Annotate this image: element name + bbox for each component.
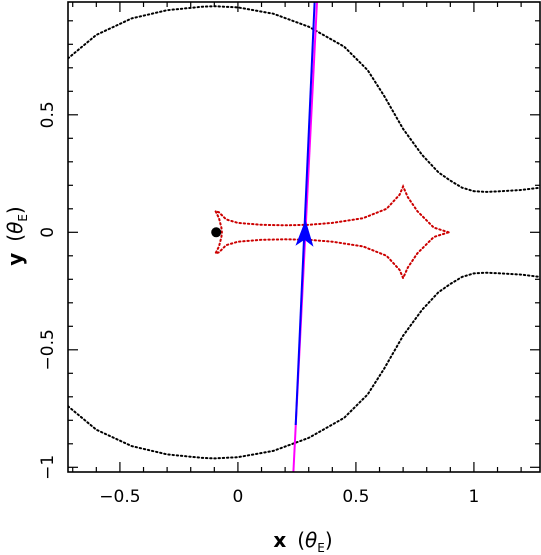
x-tick-label: 0.5 bbox=[342, 487, 369, 507]
x-tick-label: −0.5 bbox=[99, 487, 140, 507]
y-axis-label-unit: θ bbox=[3, 222, 27, 234]
plot-frame bbox=[67, 1, 541, 473]
x-tick-label: 1 bbox=[469, 487, 480, 507]
y-tick-label: −0.5 bbox=[38, 329, 58, 370]
y-tick-label: 0.5 bbox=[38, 101, 58, 128]
series-caustic-2 bbox=[213, 183, 450, 281]
marker-lens-point bbox=[211, 227, 222, 238]
y-axis-label: y (θE) bbox=[3, 206, 30, 265]
series-critical-curve-1 bbox=[68, 271, 540, 460]
x-axis-label-unit-sub: E bbox=[317, 541, 325, 555]
x-axis-label-unit: θ bbox=[305, 528, 317, 552]
series-layer bbox=[68, 2, 540, 472]
tick-label-layer: −0.5 0 0.5 1 −1 −0.5 0 0.5 bbox=[38, 101, 479, 507]
x-axis-label-var: x bbox=[273, 528, 286, 552]
y-tick-label: −1 bbox=[38, 455, 58, 480]
x-axis-label: x (θE) bbox=[273, 528, 332, 555]
y-tick-label: 0 bbox=[38, 227, 58, 238]
y-axis-label-unit-sub: E bbox=[16, 214, 30, 222]
tick-layer bbox=[68, 2, 540, 472]
marker-layer bbox=[211, 219, 314, 247]
series-source-trajectory-highlight-4 bbox=[294, 2, 316, 426]
series-critical-curve-0 bbox=[68, 5, 540, 193]
direction-arrow bbox=[295, 219, 314, 247]
x-tick-label: 0 bbox=[233, 487, 244, 507]
y-axis-label-var: y bbox=[3, 253, 27, 266]
